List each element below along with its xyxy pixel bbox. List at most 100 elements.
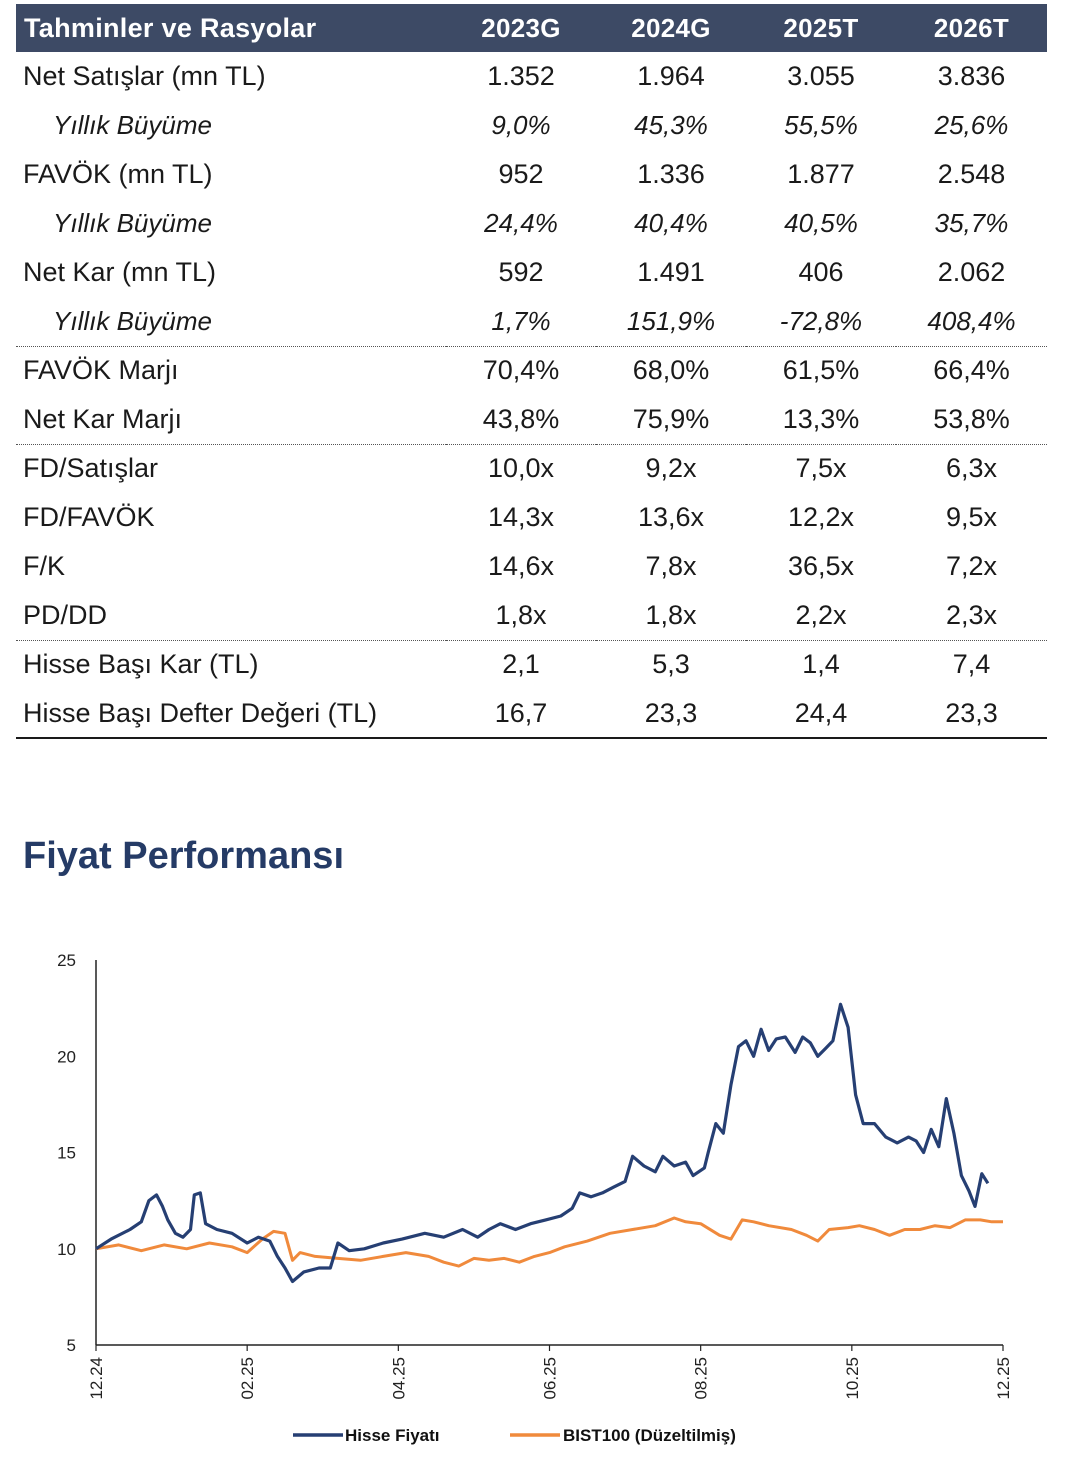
row-value: 5,3 [652, 649, 690, 680]
row-value: 23,3 [896, 689, 1047, 739]
row-label: FAVÖK (mn TL) [23, 159, 213, 189]
row-value: 14,6x [487, 551, 555, 581]
row-value: 36,5x [787, 551, 855, 581]
stock-price-series-line [95, 1002, 990, 1284]
table-row: Hisse Başı Defter Değeri (TL) 16,7 23,3 24,… [16, 689, 1047, 739]
y-tick-label: 20 [57, 1047, 76, 1066]
row-value: 1,4 [802, 649, 840, 680]
table-row: FD/Satışlar 10,0x 9,2x 7,5x 6,3x [16, 444, 1047, 493]
row-value: 406 [798, 257, 844, 287]
row-value: 7,5x [795, 453, 847, 484]
row-value: 151,9% [596, 297, 746, 347]
row-value: 70,4% [482, 355, 560, 386]
row-label: Hisse Başı Kar (TL) [23, 649, 259, 680]
row-value: 1,7% [446, 297, 596, 347]
row-value: 3.836 [937, 61, 1006, 91]
row-value: 35,7% [934, 208, 1009, 238]
row-value: 1,8x [446, 591, 596, 641]
row-value: 68,0% [632, 355, 710, 386]
row-value: 7,8x [645, 551, 697, 581]
legend-label-stock: Hisse Fiyatı [345, 1426, 440, 1445]
table-row: FD/FAVÖK 14,3x 13,6x 12,2x 9,5x [16, 493, 1047, 542]
row-value: 592 [498, 257, 544, 287]
row-label: Yıllık Büyüme [53, 110, 212, 140]
row-value: 1.352 [487, 61, 555, 91]
table-row: FAVÖK Marjı 70,4% 68,0% 61,5% 66,4% [16, 346, 1047, 395]
table-header-row: Tahminler ve Rasyolar 2023G 2024G 2025T … [16, 4, 1047, 52]
table-header-year: 2025T [783, 12, 859, 43]
row-label: Yıllık Büyüme [16, 297, 446, 347]
row-value: 7,4 [952, 649, 991, 680]
row-label: Hisse Başı Defter Değeri (TL) [16, 689, 446, 739]
row-value: 2.062 [937, 257, 1006, 287]
table-row: F/K 14,6x 7,8x 36,5x 7,2x [16, 542, 1047, 591]
y-tick-label: 15 [57, 1144, 76, 1163]
row-value: 2.548 [937, 159, 1006, 189]
row-value: 3.055 [787, 61, 855, 91]
x-tick-label: 12.24 [87, 1357, 106, 1400]
row-value: 1.877 [787, 159, 855, 189]
row-value: 9,0% [491, 110, 551, 140]
y-tick-label: 25 [57, 951, 76, 970]
row-value: 75,9% [596, 395, 746, 445]
row-label: Net Kar Marjı [16, 395, 446, 445]
table-row: FAVÖK (mn TL) 952 1.336 1.877 2.548 [16, 150, 1047, 199]
table-row: Net Kar (mn TL) 592 1.491 406 2.062 [16, 248, 1047, 297]
price-performance-title: Fiyat Performansı [23, 835, 344, 877]
row-value: 43,8% [446, 395, 596, 445]
bist100-series-line [95, 1216, 1003, 1268]
row-value: 40,4% [634, 208, 708, 238]
x-tick-label: 10.25 [843, 1357, 862, 1400]
forecast-table-container: Tahminler ve Rasyolar 2023G 2024G 2025T … [16, 4, 1047, 739]
x-tick-label: 12.25 [994, 1357, 1013, 1400]
y-tick-label: 5 [67, 1336, 76, 1355]
row-label: FD/FAVÖK [23, 502, 155, 532]
row-value: 1.491 [637, 257, 705, 287]
table-row: Net Satışlar (mn TL) 1.352 1.964 3.055 3.836 [16, 52, 1047, 101]
row-value: 10,0x [487, 453, 555, 484]
row-value: 53,8% [896, 395, 1047, 445]
y-tick-label: 10 [57, 1240, 76, 1259]
row-value: 25,6% [934, 110, 1009, 140]
row-label: Net Kar (mn TL) [23, 257, 217, 287]
table-body: Net Satışlar (mn TL) 1.352 1.964 3.055 3.836… [16, 52, 1047, 739]
row-value: 66,4% [933, 355, 1010, 386]
x-tick-label: 04.25 [389, 1357, 408, 1400]
row-value: 55,5% [784, 110, 858, 140]
row-value: 1.336 [637, 159, 705, 189]
row-value: 24,4% [484, 208, 558, 238]
row-value: 13,6x [637, 502, 705, 532]
table-row: Hisse Başı Kar (TL) 2,1 5,3 1,4 7,4 [16, 640, 1047, 689]
row-value: 24,4 [746, 689, 896, 739]
row-label: FAVÖK Marjı [23, 355, 179, 386]
row-value: 16,7 [446, 689, 596, 739]
table-row: Yıllık Büyüme 1,7% 151,9% -72,8% 408,4% [16, 297, 1047, 347]
forecast-ratio-table: Tahminler ve Rasyolar 2023G 2024G 2025T … [16, 4, 1047, 739]
x-tick-label: 06.25 [541, 1357, 560, 1400]
row-value: 408,4% [896, 297, 1047, 347]
row-label: PD/DD [16, 591, 446, 641]
table-header-year: 2026T [933, 12, 1010, 43]
row-label: FD/Satışlar [23, 453, 159, 484]
row-value: 9,2x [645, 453, 697, 484]
row-value: 2,3x [896, 591, 1047, 641]
row-label: Yıllık Büyüme [53, 208, 212, 238]
row-value: 9,5x [945, 502, 998, 532]
row-value: 23,3 [596, 689, 746, 739]
x-tick-label: 08.25 [692, 1357, 711, 1400]
row-value: 14,3x [487, 502, 555, 532]
table-row: Yıllık Büyüme 24,4% 40,4% 40,5% 35,7% [16, 199, 1047, 248]
x-tick-label: 02.25 [238, 1357, 257, 1400]
table-row: Yıllık Büyüme 9,0% 45,3% 55,5% 25,6% [16, 101, 1047, 150]
table-header-year: 2024G [631, 12, 711, 43]
row-value: 61,5% [782, 355, 860, 386]
table-header-title: Tahminler ve Rasyolar [24, 12, 317, 43]
row-value: 1,8x [596, 591, 746, 641]
table-row: PD/DD 1,8x 1,8x 2,2x 2,3x [16, 591, 1047, 641]
row-value: 45,3% [634, 110, 708, 140]
row-label: Net Satışlar (mn TL) [23, 61, 266, 91]
row-label: F/K [23, 551, 66, 581]
row-value: 2,1 [502, 649, 540, 680]
legend-label-bist100: BIST100 (Düzeltilmiş) [563, 1426, 736, 1445]
table-row: Net Kar Marjı 43,8% 75,9% 13,3% 53,8% [16, 395, 1047, 445]
